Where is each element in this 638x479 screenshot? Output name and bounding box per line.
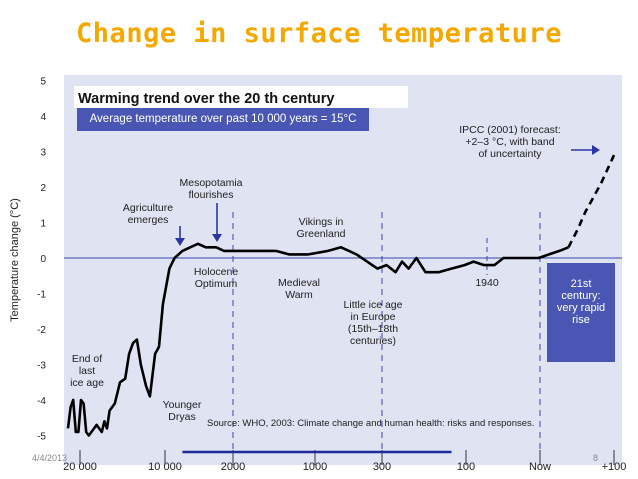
annotation-line: emerges: [128, 214, 169, 226]
baseline-label: Average temperature over past 10 000 yea…: [90, 113, 357, 125]
x-tick-label: 1000: [303, 461, 327, 473]
x-tick-label: 300: [373, 461, 391, 473]
annotation-line: Medieval: [278, 277, 320, 289]
slide-title: Change in surface temperature: [76, 18, 562, 49]
y-tick-labels: 5 4 3 2 1 0 -1 -2 -3 -4 -5: [37, 77, 46, 443]
series-observed-line: [66, 242, 569, 437]
annotation-line: century:: [561, 290, 600, 302]
annotation-line: Mesopotamia: [179, 177, 242, 189]
annotation-line: Agriculture: [123, 202, 173, 214]
guide-lines: [232, 212, 541, 450]
x-tick-label: 2000: [221, 461, 245, 473]
annotation-line: last: [79, 365, 95, 377]
y-tick-label: -2: [37, 325, 46, 336]
annotation-line: IPCC (2001) forecast:: [459, 124, 561, 136]
annotation-line: Vikings in: [299, 216, 344, 228]
y-tick-label: -4: [37, 396, 46, 407]
annotation-line: Younger: [163, 399, 202, 411]
slide-date: 4/4/2013: [32, 453, 68, 463]
arrow-mesopotamia-icon: [212, 203, 222, 242]
slide-page-number: 8: [593, 453, 599, 463]
annotation-line: Dryas: [168, 411, 195, 423]
century-21-box: [547, 263, 615, 362]
x-tick-labels: 20 000 10 000 2000 1000 300 100 Now +100: [63, 450, 626, 473]
x-tick-label: 20 000: [63, 461, 97, 473]
annotation-line: flourishes: [189, 189, 234, 201]
chart-subtitle: Warming trend over the 20 th century: [78, 91, 334, 107]
annotation-line: End of: [72, 353, 102, 365]
y-tick-label: 5: [40, 77, 46, 88]
annotation-line: Little ice age: [344, 299, 403, 311]
annotation-line: 21st: [571, 278, 592, 290]
y-tick-label: 1: [40, 219, 46, 230]
annotation-line: (15th–18th: [348, 323, 398, 335]
subtitle-box: [74, 86, 408, 108]
annotation-line: rise: [572, 314, 590, 326]
annotation-line: ice age: [70, 377, 104, 389]
x-tick-label: 10 000: [148, 461, 182, 473]
annotation-line: of uncertainty: [478, 148, 542, 160]
x-tick-label: 100: [457, 461, 475, 473]
y-axis-label: Temperature change (°C): [9, 198, 21, 322]
series-forecast-line: [567, 154, 616, 248]
annotation-1940: 1940: [475, 277, 499, 289]
x-tick-label: Now: [529, 461, 551, 473]
y-tick-label: -1: [37, 290, 46, 301]
annotation-ipcc-forecast: IPCC (2001) forecast:+2–3 °C, with bando…: [459, 124, 561, 160]
arrow-forecast-icon: [571, 145, 600, 155]
arrow-agriculture-icon: [175, 226, 185, 246]
y-tick-label: 0: [40, 254, 46, 265]
baseline-label-box: [77, 105, 369, 131]
y-tick-label: -3: [37, 361, 46, 372]
annotation-line: in Europe: [351, 311, 396, 323]
annotation-line: very rapid: [557, 302, 605, 314]
y-tick-label: -5: [37, 432, 46, 443]
annotation-line: Optimum: [195, 278, 238, 290]
annotation-line: centuries): [350, 335, 396, 347]
annotation-line: +2–3 °C, with band: [465, 136, 554, 148]
source-note: Source: WHO, 2003: Climate change and hu…: [207, 418, 534, 429]
annotation-line: Greenland: [296, 228, 345, 240]
x-tick-label: +100: [602, 461, 627, 473]
plot-background: [64, 75, 622, 465]
annotation-line: Holocene: [194, 266, 239, 278]
y-tick-label: 3: [40, 148, 46, 159]
series-group: [66, 154, 616, 437]
y-tick-label: 4: [40, 112, 46, 123]
annotation-line: Warm: [285, 289, 313, 301]
y-tick-label: 2: [40, 183, 46, 194]
